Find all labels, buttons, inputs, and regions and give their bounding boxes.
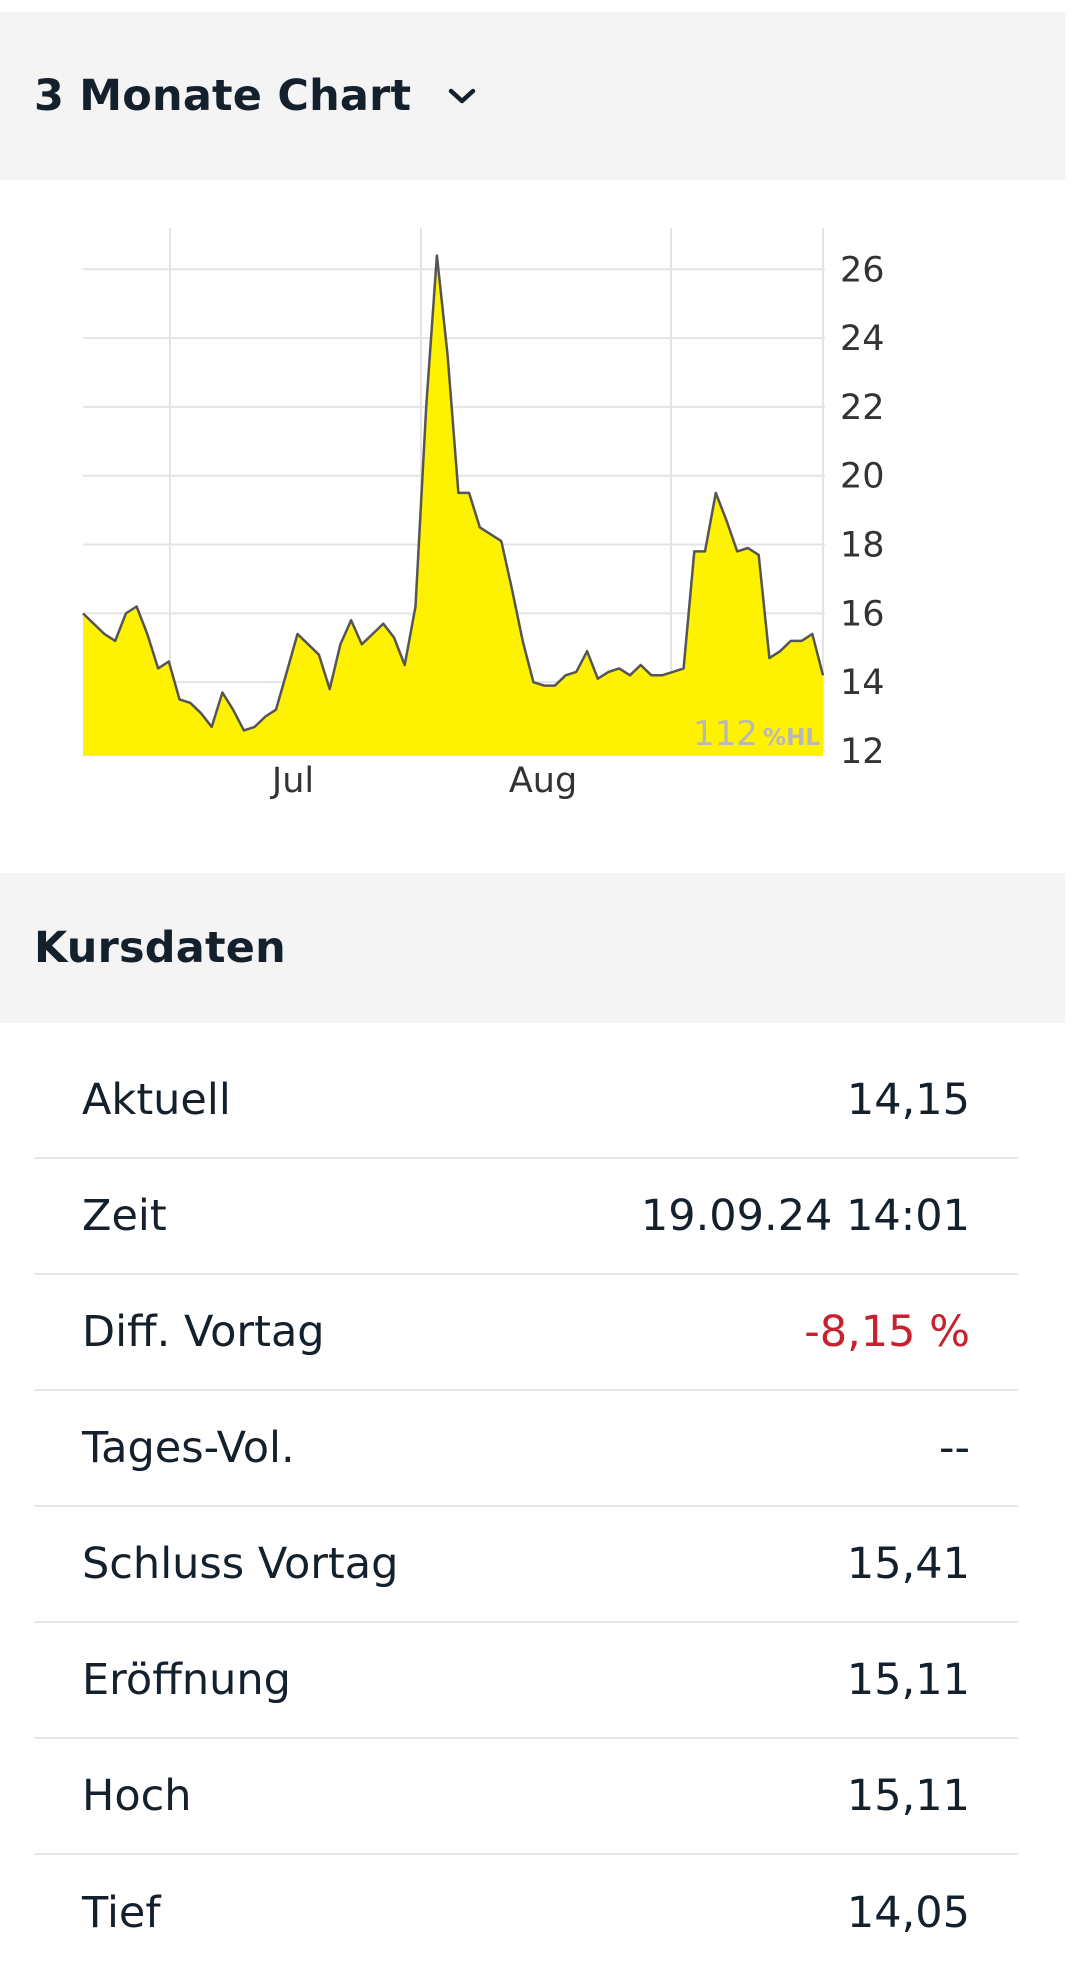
kursdaten-table: Aktuell 14,15 Zeit 19.09.24 14:01 Diff. …	[34, 1043, 1018, 1971]
kursdaten-header: Kursdaten	[0, 873, 1065, 1023]
row-schluss-vortag: Schluss Vortag 15,41	[34, 1507, 1018, 1623]
row-value: 14,05	[846, 1888, 970, 1938]
area-baseline	[83, 751, 823, 756]
kursdaten-title: Kursdaten	[34, 923, 286, 973]
row-eroeffnung: Eröffnung 15,11	[34, 1623, 1018, 1739]
chevron-down-icon[interactable]	[445, 79, 479, 113]
price-area	[83, 255, 823, 755]
row-label: Schluss Vortag	[82, 1539, 399, 1589]
price-line	[82, 254, 825, 732]
chart-section-title: 3 Monate Chart	[34, 71, 412, 121]
y-tick-label: 12	[840, 732, 885, 772]
row-label: Diff. Vortag	[82, 1307, 325, 1357]
row-tief: Tief 14,05	[34, 1855, 1018, 1971]
y-tick-label: 24	[840, 319, 885, 359]
hl-watermark-unit: %HL	[763, 725, 820, 751]
y-tick-label: 18	[840, 526, 885, 566]
row-tages-vol: Tages-Vol. --	[34, 1391, 1018, 1507]
row-hoch: Hoch 15,11	[34, 1739, 1018, 1855]
row-label: Tages-Vol.	[82, 1423, 295, 1473]
row-aktuell: Aktuell 14,15	[34, 1043, 1018, 1159]
row-value: 15,11	[846, 1655, 970, 1705]
price-chart: 12 14 16 18 20 22 24 26 Jul Aug 112 %HL	[82, 228, 885, 801]
row-value: 15,41	[846, 1539, 970, 1589]
row-value: 15,11	[846, 1771, 970, 1821]
row-zeit: Zeit 19.09.24 14:01	[34, 1159, 1018, 1275]
y-tick-label: 26	[840, 250, 885, 290]
row-value: --	[938, 1423, 970, 1473]
row-value: 19.09.24 14:01	[640, 1191, 970, 1241]
row-diff-vortag: Diff. Vortag -8,15 %	[34, 1275, 1018, 1391]
row-label: Aktuell	[82, 1075, 231, 1125]
row-label: Tief	[82, 1888, 161, 1938]
top-strip	[0, 0, 1080, 12]
y-axis-ticks: 12 14 16 18 20 22 24 26	[840, 250, 885, 772]
x-tick-label: Aug	[509, 761, 577, 801]
x-axis-ticks: Jul Aug	[270, 761, 577, 801]
y-tick-label: 14	[840, 663, 885, 703]
y-tick-label: 16	[840, 594, 885, 634]
row-label: Hoch	[82, 1771, 192, 1821]
row-value: 14,15	[846, 1075, 970, 1125]
row-label: Zeit	[82, 1191, 167, 1241]
y-tick-label: 22	[840, 388, 885, 428]
chart-period-dropdown[interactable]: 3 Monate Chart	[0, 12, 1065, 180]
x-tick-label: Jul	[270, 761, 314, 801]
hl-watermark-value: 112	[693, 714, 758, 754]
y-tick-label: 20	[840, 457, 885, 497]
hl-watermark: 112 %HL	[693, 714, 820, 754]
row-value-negative: -8,15 %	[804, 1307, 970, 1357]
row-label: Eröffnung	[82, 1655, 291, 1705]
